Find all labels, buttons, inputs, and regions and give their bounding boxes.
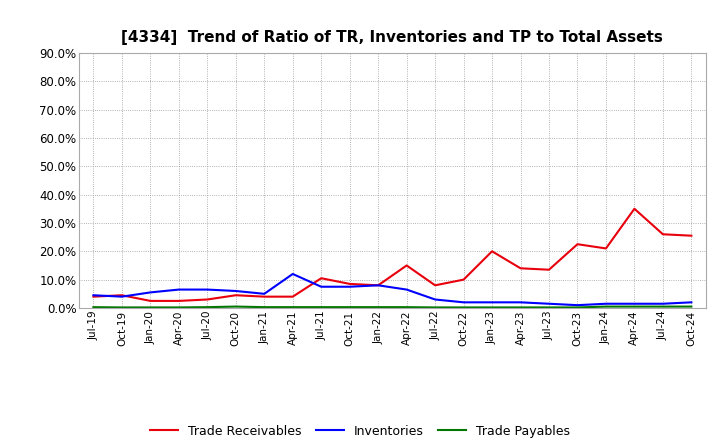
Trade Receivables: [146, 298, 155, 304]
Inventories: [687, 300, 696, 305]
Inventories: [545, 301, 554, 306]
Trade Receivables: [232, 293, 240, 298]
Trade Receivables: [402, 263, 411, 268]
Inventories: [659, 301, 667, 306]
Trade Payables: [687, 304, 696, 309]
Inventories: [117, 294, 126, 299]
Inventories: [232, 288, 240, 293]
Trade Receivables: [630, 206, 639, 211]
Trade Receivables: [289, 294, 297, 299]
Inventories: [89, 293, 98, 298]
Inventories: [630, 301, 639, 306]
Trade Receivables: [203, 297, 212, 302]
Trade Receivables: [545, 267, 554, 272]
Trade Payables: [260, 304, 269, 310]
Trade Payables: [317, 304, 325, 310]
Inventories: [260, 291, 269, 297]
Inventories: [317, 284, 325, 290]
Trade Receivables: [659, 231, 667, 237]
Trade Payables: [659, 304, 667, 309]
Trade Payables: [374, 304, 382, 310]
Title: [4334]  Trend of Ratio of TR, Inventories and TP to Total Assets: [4334] Trend of Ratio of TR, Inventories…: [122, 29, 663, 45]
Inventories: [346, 284, 354, 290]
Inventories: [402, 287, 411, 292]
Trade Receivables: [687, 233, 696, 238]
Trade Receivables: [573, 242, 582, 247]
Trade Payables: [346, 304, 354, 310]
Inventories: [174, 287, 183, 292]
Inventories: [203, 287, 212, 292]
Trade Payables: [174, 305, 183, 310]
Trade Receivables: [346, 281, 354, 286]
Trade Payables: [602, 304, 611, 309]
Trade Payables: [203, 304, 212, 310]
Trade Payables: [487, 305, 496, 310]
Inventories: [459, 300, 468, 305]
Line: Inventories: Inventories: [94, 274, 691, 305]
Trade Receivables: [431, 282, 439, 288]
Trade Receivables: [459, 277, 468, 282]
Trade Receivables: [487, 249, 496, 254]
Trade Receivables: [516, 266, 525, 271]
Inventories: [516, 300, 525, 305]
Trade Receivables: [602, 246, 611, 251]
Trade Payables: [630, 304, 639, 309]
Line: Trade Receivables: Trade Receivables: [94, 209, 691, 301]
Trade Payables: [431, 305, 439, 310]
Trade Payables: [402, 304, 411, 310]
Inventories: [374, 282, 382, 288]
Inventories: [289, 271, 297, 277]
Trade Receivables: [174, 298, 183, 304]
Legend: Trade Receivables, Inventories, Trade Payables: Trade Receivables, Inventories, Trade Pa…: [145, 420, 575, 440]
Inventories: [146, 290, 155, 295]
Trade Payables: [89, 304, 98, 310]
Trade Receivables: [317, 275, 325, 281]
Trade Payables: [117, 305, 126, 310]
Trade Payables: [232, 304, 240, 309]
Trade Receivables: [374, 282, 382, 288]
Trade Receivables: [89, 294, 98, 299]
Line: Trade Payables: Trade Payables: [94, 307, 691, 308]
Trade Payables: [545, 305, 554, 310]
Inventories: [431, 297, 439, 302]
Trade Payables: [289, 304, 297, 310]
Inventories: [602, 301, 611, 306]
Trade Payables: [516, 305, 525, 310]
Trade Receivables: [260, 294, 269, 299]
Trade Payables: [459, 305, 468, 310]
Inventories: [573, 303, 582, 308]
Inventories: [487, 300, 496, 305]
Trade Payables: [146, 305, 155, 310]
Trade Receivables: [117, 293, 126, 298]
Trade Payables: [573, 305, 582, 310]
